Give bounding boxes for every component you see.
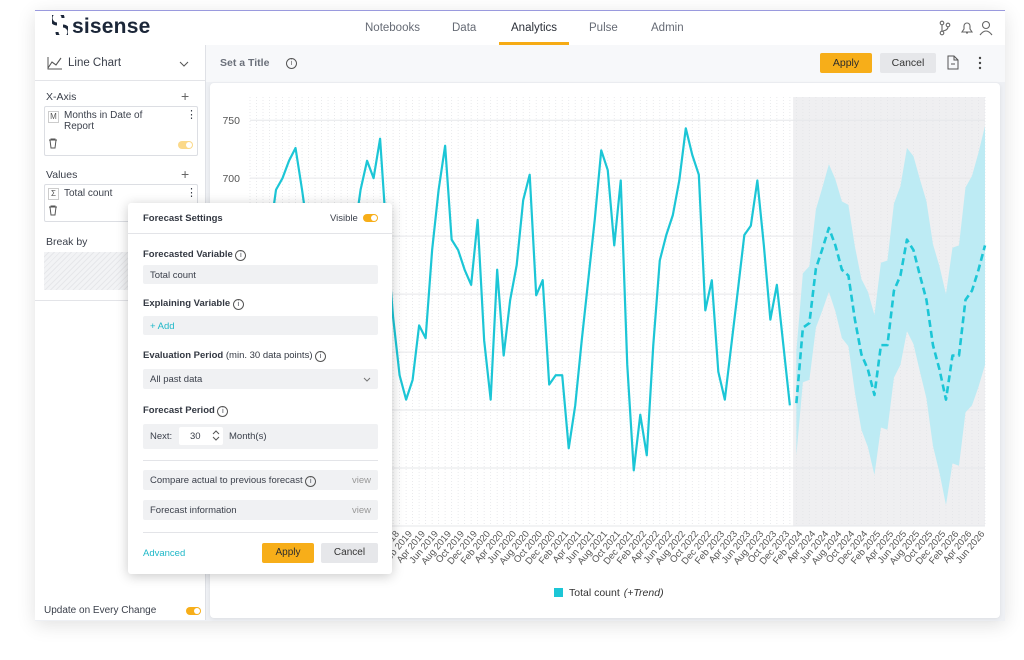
field-label: Forecast Period i bbox=[143, 405, 229, 417]
chevron[interactable] bbox=[363, 377, 371, 382]
next-label: Next: bbox=[150, 431, 173, 442]
nav-item[interactable]: Notebooks bbox=[365, 22, 420, 34]
view-link[interactable]: view bbox=[352, 475, 372, 486]
add-button[interactable]: + bbox=[181, 88, 190, 104]
add-link[interactable]: + Add bbox=[150, 321, 175, 332]
label-text: Compare actual to previous forecast bbox=[150, 475, 303, 486]
chevron[interactable] bbox=[179, 61, 189, 67]
visible-toggle[interactable] bbox=[363, 214, 378, 222]
label-hint: (min. 30 data points) bbox=[225, 350, 313, 361]
field-label: Forecasted Variable i bbox=[143, 249, 247, 261]
y-tick-label: 700 bbox=[222, 173, 240, 185]
link-row[interactable] bbox=[143, 470, 378, 490]
field-name: Months in Date of Report bbox=[64, 110, 143, 132]
info-icon[interactable]: i bbox=[232, 299, 244, 310]
legend-suffix: (+Trend) bbox=[624, 587, 664, 599]
divider bbox=[128, 233, 392, 234]
chart-type[interactable]: Line Chart bbox=[68, 57, 122, 69]
logo[interactable]: sisense bbox=[72, 15, 151, 38]
advanced-link[interactable]: Advanced bbox=[143, 548, 186, 559]
chart-type-icon bbox=[47, 57, 62, 70]
auto-update-label: Update on Every Change bbox=[44, 605, 157, 616]
label-text: Forecast Period bbox=[143, 405, 215, 416]
cancel-button[interactable]: Cancel bbox=[880, 53, 936, 73]
logo-icon bbox=[52, 15, 68, 35]
nav-item[interactable]: Analytics bbox=[511, 22, 558, 34]
divider bbox=[143, 460, 378, 461]
period-count: 30 bbox=[190, 431, 201, 442]
field-label: Evaluation Period (min. 30 data points) … bbox=[143, 350, 327, 362]
legend-swatch bbox=[554, 588, 563, 597]
label-text: Forecasted Variable bbox=[143, 249, 233, 260]
section-title: Break by bbox=[46, 236, 88, 248]
section-title: Values bbox=[46, 169, 78, 181]
compare-label: Compare actual to previous forecast i bbox=[150, 475, 317, 487]
apply-button[interactable]: Apply bbox=[262, 543, 314, 563]
toggle[interactable] bbox=[186, 607, 201, 615]
label-text: Evaluation Period bbox=[143, 350, 224, 361]
toolbar-icons[interactable] bbox=[946, 55, 986, 71]
visible-label: Visible bbox=[330, 213, 358, 224]
field-label: Explaining Variable i bbox=[143, 298, 244, 310]
section-title: X-Axis bbox=[46, 91, 77, 103]
field-badge: M bbox=[48, 111, 59, 123]
field-box[interactable] bbox=[44, 106, 198, 156]
apply-button[interactable]: Apply bbox=[820, 53, 872, 73]
label-text: Explaining Variable bbox=[143, 298, 231, 309]
info-icon[interactable]: i bbox=[235, 250, 247, 261]
field-name: Total count bbox=[64, 188, 113, 199]
menu-dots[interactable]: ⋮ bbox=[186, 109, 197, 121]
select-value: All past data bbox=[150, 374, 203, 385]
divider bbox=[35, 80, 205, 81]
y-tick-label: 750 bbox=[222, 115, 240, 127]
add-button[interactable]: + bbox=[181, 166, 190, 182]
info-icon[interactable]: i bbox=[217, 406, 229, 417]
info-icon[interactable]: i bbox=[286, 58, 297, 69]
menu-dots[interactable]: ⋮ bbox=[186, 187, 197, 199]
title-input[interactable]: Set a Title bbox=[220, 57, 270, 69]
select-box[interactable] bbox=[143, 369, 378, 389]
number-input[interactable] bbox=[179, 427, 223, 445]
nav-active-indicator bbox=[499, 42, 569, 45]
input-value: Total count bbox=[150, 270, 196, 281]
legend-label: Total count bbox=[569, 587, 620, 599]
panel-title: Forecast Settings bbox=[143, 213, 223, 224]
info-icon[interactable]: i bbox=[305, 476, 317, 487]
forecast-info-label: Forecast information bbox=[150, 505, 237, 516]
input-box[interactable] bbox=[143, 265, 378, 284]
nav-item[interactable]: Data bbox=[452, 22, 477, 34]
series-line bbox=[795, 226, 987, 404]
view-link[interactable]: view bbox=[352, 505, 372, 516]
field-badge: Σ bbox=[48, 188, 59, 200]
divider bbox=[143, 532, 378, 533]
toggle[interactable] bbox=[178, 141, 193, 149]
info-icon[interactable]: i bbox=[315, 351, 327, 362]
input-box[interactable] bbox=[143, 316, 378, 335]
trash-icon[interactable] bbox=[48, 138, 58, 149]
link-row[interactable] bbox=[143, 500, 378, 520]
stepper[interactable] bbox=[212, 430, 220, 441]
nav-item[interactable]: Pulse bbox=[589, 22, 618, 34]
top-bar bbox=[35, 11, 1005, 46]
period-unit: Month(s) bbox=[229, 431, 267, 442]
cancel-button[interactable]: Cancel bbox=[321, 543, 378, 563]
header-icons bbox=[939, 20, 993, 36]
divider bbox=[35, 300, 205, 301]
nav-item[interactable]: Admin bbox=[651, 22, 684, 34]
trash-icon[interactable] bbox=[48, 205, 58, 216]
